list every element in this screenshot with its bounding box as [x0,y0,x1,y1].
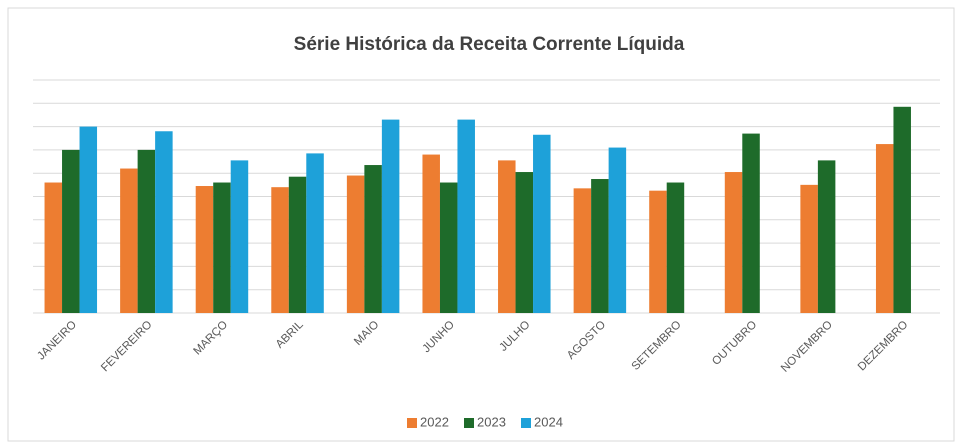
bar [649,190,667,313]
legend-swatch [521,418,531,428]
bar [591,179,609,313]
bar [306,153,324,313]
bar [230,160,249,313]
bar [381,119,400,313]
bar [213,182,231,313]
bar [875,144,894,313]
legend-swatch [464,418,474,428]
bar [457,119,475,313]
bar [155,131,173,313]
bar [439,182,458,313]
bar [800,184,818,313]
bar [608,147,627,313]
bar [817,160,836,313]
bar [893,106,911,313]
bar [288,176,307,313]
bar [195,186,214,313]
bar [498,160,516,313]
bar [44,182,63,313]
bar [422,154,440,313]
legend-label: 2022 [420,414,449,429]
bar [364,165,382,313]
bar [120,168,138,313]
bar [271,187,289,313]
bar [666,182,685,313]
chart-title: Série Histórica da Receita Corrente Líqu… [294,34,685,55]
bar [533,134,551,313]
bar [742,133,760,313]
bar [573,188,592,313]
bar [346,175,365,313]
bar [79,126,98,313]
bar [62,149,80,313]
bar [137,149,156,313]
bar [515,172,534,313]
legend-label: 2024 [534,414,563,429]
bar [724,172,743,313]
legend-swatch [407,418,417,428]
legend-label: 2023 [477,414,506,429]
